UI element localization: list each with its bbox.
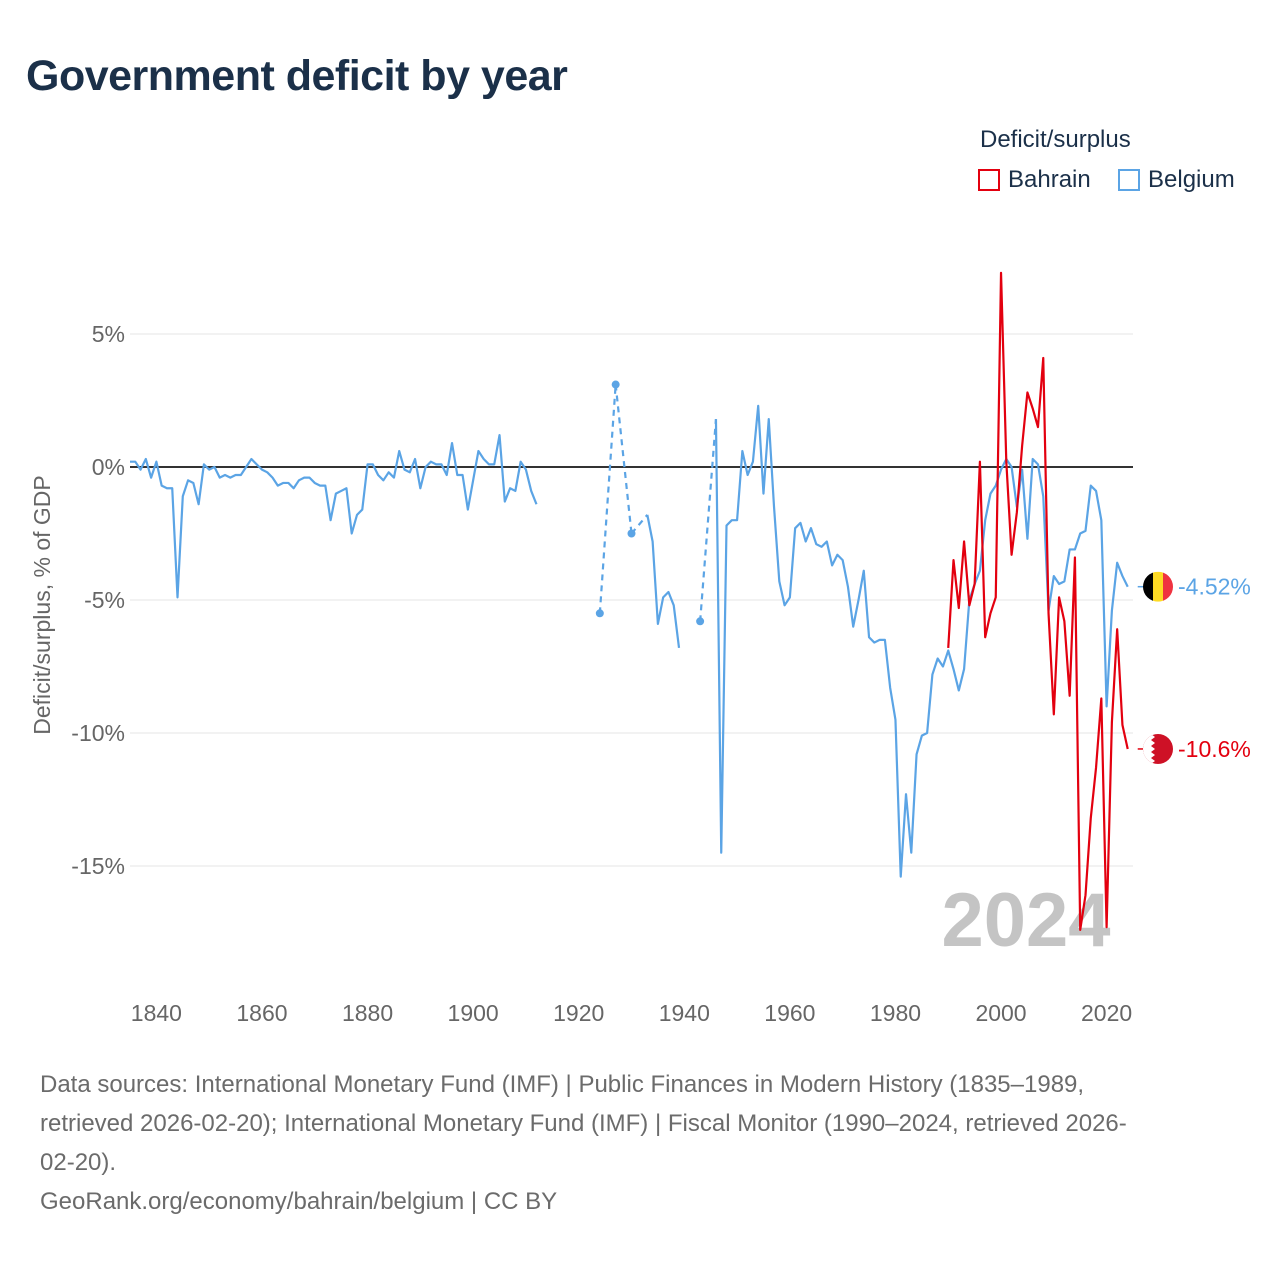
footer-sources-line-1: Data sources: International Monetary Fun… bbox=[40, 1071, 1085, 1098]
data-point bbox=[627, 529, 636, 538]
x-tick-label: 1920 bbox=[553, 1000, 604, 1026]
x-tick-label: 2000 bbox=[975, 1000, 1026, 1026]
bahrain-flag-icon bbox=[1143, 733, 1173, 764]
legend-title: Deficit/surplus bbox=[980, 126, 1131, 153]
y-tick-label: 0% bbox=[92, 454, 125, 480]
footer-sources: Data sources: International Monetary Fun… bbox=[40, 1065, 1240, 1182]
y-tick-label: -15% bbox=[71, 853, 125, 879]
legend-item-belgium[interactable]: Belgium bbox=[1118, 166, 1235, 194]
flag-stripe bbox=[1153, 571, 1163, 602]
series-bahrain: -10.6% bbox=[947, 271, 1251, 931]
series-line bbox=[714, 404, 1129, 878]
footer-sources-line-2: retrieved 2026-02-20); International Mon… bbox=[40, 1110, 1127, 1137]
x-tick-label: 1980 bbox=[870, 1000, 921, 1026]
belgium-flag-icon bbox=[1143, 571, 1173, 602]
y-tick-label: 5% bbox=[92, 321, 125, 347]
footer-credit[interactable]: GeoRank.org/economy/bahrain/belgium | CC… bbox=[40, 1188, 558, 1215]
x-tick-label: 1940 bbox=[659, 1000, 710, 1026]
series-line bbox=[130, 433, 538, 599]
end-value-label: -4.52% bbox=[1178, 574, 1251, 600]
series-line bbox=[947, 271, 1129, 931]
data-point bbox=[611, 380, 620, 389]
legend-label-belgium: Belgium bbox=[1148, 166, 1235, 193]
y-axis-label: Deficit/surplus, % of GDP bbox=[29, 475, 55, 734]
flag-stripe bbox=[1163, 571, 1173, 602]
flag-body bbox=[1143, 733, 1173, 764]
legend-swatch-belgium bbox=[1118, 169, 1140, 191]
x-tick-label: 1880 bbox=[342, 1000, 393, 1026]
legend-swatch-bahrain bbox=[978, 169, 1000, 191]
end-value-label: -10.6% bbox=[1178, 736, 1251, 762]
chart-title: Government deficit by year bbox=[26, 52, 568, 100]
flag-stripe bbox=[1143, 571, 1153, 602]
x-tick-label: 1900 bbox=[448, 1000, 499, 1026]
x-tick-label: 1840 bbox=[131, 1000, 182, 1026]
x-tick-label: 1860 bbox=[236, 1000, 287, 1026]
legend-label-bahrain: Bahrain bbox=[1008, 166, 1091, 193]
series-gap-line bbox=[630, 514, 649, 535]
series-gap-line bbox=[699, 419, 718, 622]
series-gap-line bbox=[614, 384, 633, 534]
series-line bbox=[646, 514, 681, 649]
series-belgium: -4.52% bbox=[130, 380, 1251, 878]
data-point bbox=[696, 617, 705, 626]
x-tick-label: 2020 bbox=[1081, 1000, 1132, 1026]
y-tick-label: -10% bbox=[71, 720, 125, 746]
footer-sources-line-3: 02-20). bbox=[40, 1149, 117, 1176]
data-point bbox=[595, 609, 604, 618]
y-tick-label: -5% bbox=[84, 587, 125, 613]
legend-item-bahrain[interactable]: Bahrain bbox=[978, 166, 1091, 194]
flag-body bbox=[1143, 571, 1173, 602]
series-gap-line bbox=[598, 384, 617, 614]
flag-serration bbox=[1143, 733, 1155, 764]
x-tick-label: 1960 bbox=[764, 1000, 815, 1026]
